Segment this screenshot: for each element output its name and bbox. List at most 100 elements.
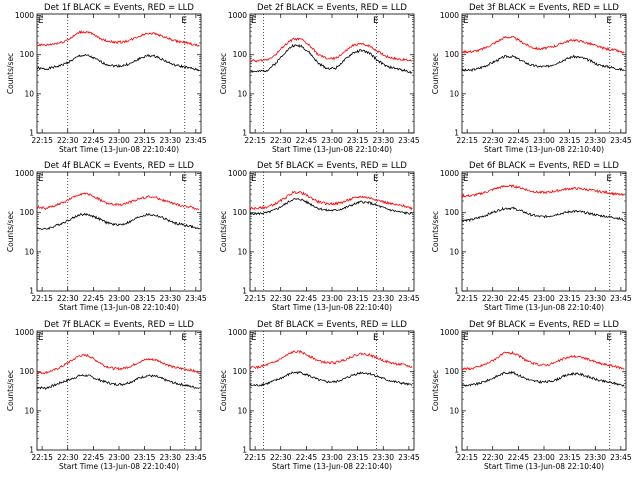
y-tick-label: 10 [237,89,247,98]
x-axis-label: Start Time (13-Jun-08 22:10:40) [59,145,179,154]
plot-frame [249,171,415,292]
x-tick-label: 23:15 [559,453,581,462]
panel-6: Det 6f BLACK = Events, RED = LLD 1 10 100 10… [431,161,632,312]
x-tick-label: 23:15 [347,136,369,145]
panel-7: Det 7f BLACK = Events, RED = LLD 1 10 100 10… [6,320,207,471]
plot-frame [461,330,627,451]
x-tick-label: 23:45 [398,136,420,145]
x-tick-label: 22:30 [57,453,79,462]
x-tick-label: 22:15 [31,453,53,462]
event-marker: E [181,174,187,184]
x-axis-label: Start Time (13-Jun-08 22:10:40) [484,462,604,471]
x-tick-label: 23:00 [321,294,343,303]
series-line-lld [36,353,200,375]
panel-3: Det 3f BLACK = Events, RED = LLD 1 10 100 10… [431,3,632,154]
y-tick-label: 100 [20,208,35,217]
plot-frame [36,13,202,134]
x-tick-label: 22:30 [270,453,292,462]
panel-title: Det 7f BLACK = Events, RED = LLD [44,320,194,330]
x-axis-label: Start Time (13-Jun-08 22:10:40) [272,462,392,471]
x-tick-label: 22:15 [31,136,53,145]
x-tick-label: 23:00 [321,136,343,145]
panel-title: Det 4f BLACK = Events, RED = LLD [44,161,194,171]
y-tick-label: 100 [445,50,460,59]
y-axis-label: Counts/sec [431,53,440,94]
x-tick-label: 23:00 [108,453,130,462]
y-tick-label: 1 [454,446,459,455]
y-tick-label: 100 [233,50,248,59]
y-tick-label: 1000 [15,328,34,337]
y-axis-label: Counts/sec [431,211,440,252]
y-tick-label: 1000 [440,169,459,178]
y-tick-label: 1000 [228,169,247,178]
x-axis-label: Start Time (13-Jun-08 22:10:40) [59,462,179,471]
x-tick-label: 22:45 [508,294,530,303]
panel-title: Det 9f BLACK = Events, RED = LLD [469,320,619,330]
y-tick-label: 1 [29,446,34,455]
x-tick-label: 23:30 [372,294,394,303]
y-tick-label: 1 [242,129,247,138]
y-tick-label: 10 [24,406,34,415]
event-marker: E [606,174,612,184]
event-marker: E [373,174,379,184]
series-line-events [249,198,413,216]
event-marker: E [251,16,257,26]
x-tick-label: 22:30 [270,294,292,303]
x-axis-label: Start Time (13-Jun-08 22:10:40) [272,303,392,312]
x-tick-label: 22:30 [57,136,79,145]
x-tick-label: 23:30 [584,294,606,303]
x-tick-label: 23:45 [398,294,420,303]
plot-frame [36,330,202,451]
plot-frame [461,13,627,134]
panel-1: Det 1f BLACK = Events, RED = LLD 1 10 100 10… [6,3,207,154]
x-tick-label: 22:30 [57,294,79,303]
x-tick-label: 22:45 [83,294,105,303]
y-tick-label: 100 [445,367,460,376]
x-tick-label: 22:15 [456,453,478,462]
series-line-lld [461,350,625,371]
x-tick-label: 23:00 [533,453,555,462]
x-tick-label: 23:00 [533,294,555,303]
x-tick-label: 23:30 [159,136,181,145]
event-marker: E [181,333,187,343]
y-tick-label: 1 [29,287,34,296]
panel-title: Det 6f BLACK = Events, RED = LLD [469,161,619,171]
x-axis-label: Start Time (13-Jun-08 22:10:40) [484,145,604,154]
panel-title: Det 5f BLACK = Events, RED = LLD [257,161,407,171]
panel-title: Det 1f BLACK = Events, RED = LLD [44,3,194,13]
y-tick-label: 10 [449,89,459,98]
y-tick-label: 1000 [15,169,34,178]
y-axis-label: Counts/sec [6,211,15,252]
y-tick-label: 1 [29,129,34,138]
series-line-events [461,370,625,388]
series-line-events [461,54,625,73]
panel-9: Det 9f BLACK = Events, RED = LLD 1 10 100 10… [431,320,632,471]
plot-frame [36,171,202,292]
x-tick-label: 22:30 [270,136,292,145]
x-tick-label: 23:15 [134,136,156,145]
x-tick-label: 22:30 [482,294,504,303]
x-tick-label: 23:30 [584,136,606,145]
x-tick-label: 23:30 [159,294,181,303]
y-axis-label: Counts/sec [219,53,228,94]
panel-2: Det 2f BLACK = Events, RED = LLD 1 10 100 10… [219,3,420,154]
y-tick-label: 100 [20,367,35,376]
y-axis-label: Counts/sec [6,370,15,411]
x-tick-label: 23:15 [134,453,156,462]
x-tick-label: 22:45 [296,294,318,303]
series-line-events [249,43,413,75]
event-marker: E [373,333,379,343]
series-line-lld [249,37,413,63]
series-line-lld [461,35,625,54]
panel-title: Det 8f BLACK = Events, RED = LLD [257,320,407,330]
y-tick-label: 10 [237,406,247,415]
x-tick-label: 22:15 [31,294,53,303]
x-tick-label: 22:15 [456,136,478,145]
x-tick-label: 23:15 [559,294,581,303]
event-marker: E [606,333,612,343]
x-tick-label: 22:45 [296,453,318,462]
y-axis-label: Counts/sec [431,370,440,411]
series-line-events [249,370,413,387]
x-tick-label: 23:15 [134,294,156,303]
event-marker: E [38,16,44,26]
